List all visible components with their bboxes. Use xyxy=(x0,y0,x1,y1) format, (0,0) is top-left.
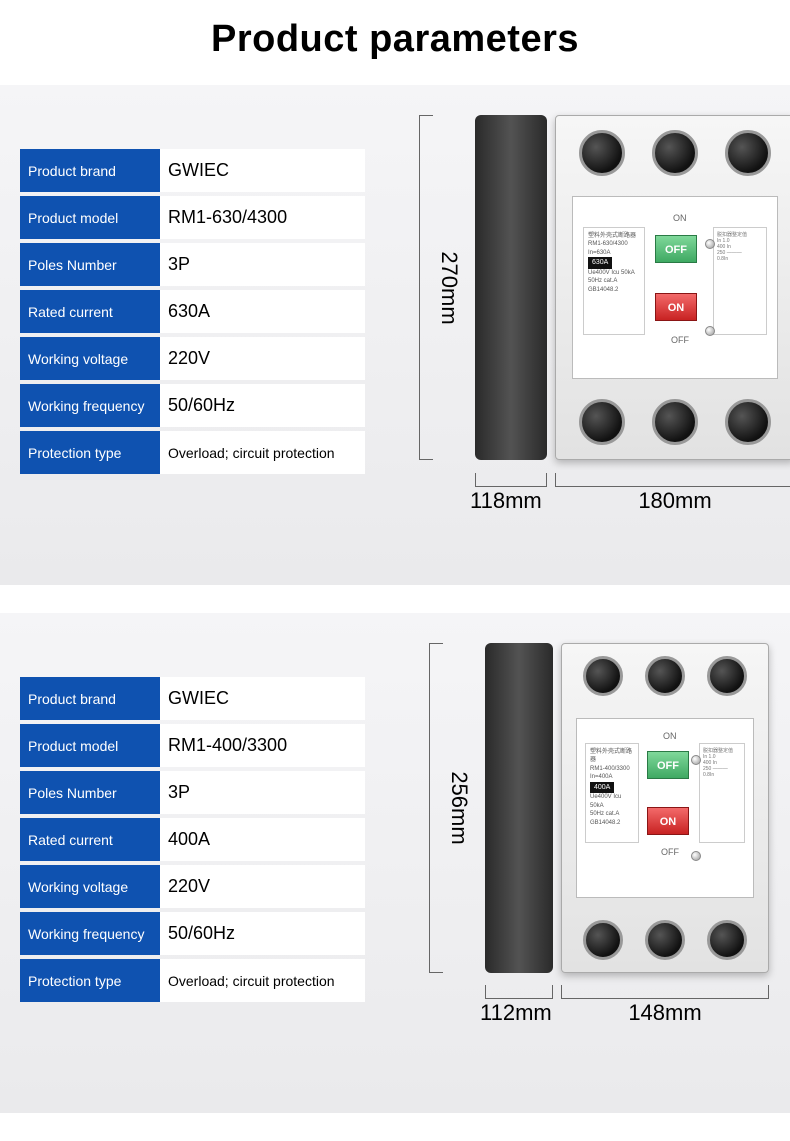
table-row: Poles Number3P xyxy=(20,771,365,814)
spec-label: Rated current xyxy=(20,290,160,333)
product-figure-1: 270mm 塑料外壳式断路器 RM1-630/4300 In=630A 630A… xyxy=(377,115,772,545)
table-row: Product brandGWIEC xyxy=(20,149,365,192)
breaker-front-view: 塑料外壳式断路器 RM1-400/3300 In=400A 400A Ue400… xyxy=(561,643,769,973)
depth-dimension: 112mm xyxy=(485,985,553,999)
spec-label: Working frequency xyxy=(20,912,160,955)
terminal-hole xyxy=(707,656,747,696)
table-row: Protection typeOverload; circuit protect… xyxy=(20,431,365,474)
width-dimension: 148mm xyxy=(561,985,769,999)
spec-label: Rated current xyxy=(20,818,160,861)
spec-table-1: Product brandGWIEC Product modelRM1-630/… xyxy=(20,145,365,478)
spec-value: GWIEC xyxy=(160,149,365,192)
height-value: 256mm xyxy=(446,771,472,844)
spec-table-2: Product brandGWIEC Product modelRM1-400/… xyxy=(20,673,365,1006)
width-value: 148mm xyxy=(628,1000,701,1026)
terminal-hole xyxy=(725,399,771,445)
depth-value: 112mm xyxy=(480,1000,552,1026)
breaker-center-panel: 塑料外壳式断路器 RM1-400/3300 In=400A 400A Ue400… xyxy=(576,718,754,898)
screw xyxy=(705,239,715,249)
table-row: Working frequency50/60Hz xyxy=(20,912,365,955)
table-row: Product modelRM1-630/4300 xyxy=(20,196,365,239)
depth-dimension: 118mm xyxy=(475,473,547,487)
spec-value: GWIEC xyxy=(160,677,365,720)
product-panel-1: Product brandGWIEC Product modelRM1-630/… xyxy=(0,85,790,585)
spec-value: RM1-400/3300 xyxy=(160,724,365,767)
spec-label: Protection type xyxy=(20,959,160,1002)
spec-value: 220V xyxy=(160,337,365,380)
terminal-hole xyxy=(583,920,623,960)
product-figure-2: 256mm 塑料外壳式断路器 RM1-400/3300 In=400A 400A… xyxy=(377,643,772,1073)
spec-value: 630A xyxy=(160,290,365,333)
spec-value: 220V xyxy=(160,865,365,908)
switch-label-on: ON xyxy=(673,213,687,223)
table-row: Product brandGWIEC xyxy=(20,677,365,720)
spec-value: 3P xyxy=(160,243,365,286)
terminal-hole xyxy=(645,656,685,696)
spec-value: 50/60Hz xyxy=(160,912,365,955)
bottom-terminals xyxy=(556,399,790,445)
spec-label: Product brand xyxy=(20,149,160,192)
page-title: Product parameters xyxy=(0,0,790,85)
depth-value: 118mm xyxy=(470,488,542,514)
spec-value: Overload; circuit protection xyxy=(160,431,365,474)
spec-value: Overload; circuit protection xyxy=(160,959,365,1002)
terminal-hole xyxy=(583,656,623,696)
screw xyxy=(705,326,715,336)
breaker-side-view xyxy=(485,643,553,973)
spec-value: 50/60Hz xyxy=(160,384,365,427)
spec-label: Working voltage xyxy=(20,865,160,908)
screw xyxy=(691,851,701,861)
top-terminals xyxy=(556,130,790,176)
bottom-terminals xyxy=(562,920,768,960)
spec-label: Product brand xyxy=(20,677,160,720)
terminal-hole xyxy=(579,399,625,445)
breaker-front-view: 塑料外壳式断路器 RM1-630/4300 In=630A 630A Ue400… xyxy=(555,115,790,460)
height-value: 270mm xyxy=(436,251,462,324)
on-switch: ON xyxy=(647,807,689,835)
off-switch: OFF xyxy=(655,235,697,263)
spec-label: Product model xyxy=(20,196,160,239)
terminal-hole xyxy=(652,130,698,176)
spec-label: Working voltage xyxy=(20,337,160,380)
spec-label: Poles Number xyxy=(20,243,160,286)
spec-value: 3P xyxy=(160,771,365,814)
terminal-hole xyxy=(645,920,685,960)
on-switch: ON xyxy=(655,293,697,321)
table-row: Poles Number3P xyxy=(20,243,365,286)
terminal-hole xyxy=(652,399,698,445)
off-switch: OFF xyxy=(647,751,689,779)
nameplate: 塑料外壳式断路器 RM1-400/3300 In=400A 400A Ue400… xyxy=(585,743,639,843)
spec-label: Working frequency xyxy=(20,384,160,427)
table-row: Product modelRM1-400/3300 xyxy=(20,724,365,767)
width-value: 180mm xyxy=(638,488,711,514)
switch-label-off: OFF xyxy=(661,847,679,857)
side-plate: 脱扣器整定值In 1.0400 In250 ———0.8In xyxy=(699,743,745,843)
table-row: Working voltage220V xyxy=(20,865,365,908)
height-dimension: 270mm xyxy=(419,115,433,460)
breaker-side-view xyxy=(475,115,547,460)
table-row: Working frequency50/60Hz xyxy=(20,384,365,427)
screw xyxy=(691,755,701,765)
table-row: Working voltage220V xyxy=(20,337,365,380)
table-row: Rated current630A xyxy=(20,290,365,333)
terminal-hole xyxy=(579,130,625,176)
spec-value: 400A xyxy=(160,818,365,861)
product-panel-2: Product brandGWIEC Product modelRM1-400/… xyxy=(0,613,790,1113)
spec-label: Product model xyxy=(20,724,160,767)
side-plate: 脱扣器整定值In 1.0400 In250 ———0.8In xyxy=(713,227,767,335)
top-terminals xyxy=(562,656,768,696)
switch-label-off: OFF xyxy=(671,335,689,345)
switch-label-on: ON xyxy=(663,731,677,741)
breaker-center-panel: 塑料外壳式断路器 RM1-630/4300 In=630A 630A Ue400… xyxy=(572,196,778,379)
width-dimension: 180mm xyxy=(555,473,790,487)
spec-label: Protection type xyxy=(20,431,160,474)
terminal-hole xyxy=(707,920,747,960)
spec-label: Poles Number xyxy=(20,771,160,814)
height-dimension: 256mm xyxy=(429,643,443,973)
table-row: Protection typeOverload; circuit protect… xyxy=(20,959,365,1002)
spec-value: RM1-630/4300 xyxy=(160,196,365,239)
nameplate: 塑料外壳式断路器 RM1-630/4300 In=630A 630A Ue400… xyxy=(583,227,645,335)
terminal-hole xyxy=(725,130,771,176)
table-row: Rated current400A xyxy=(20,818,365,861)
